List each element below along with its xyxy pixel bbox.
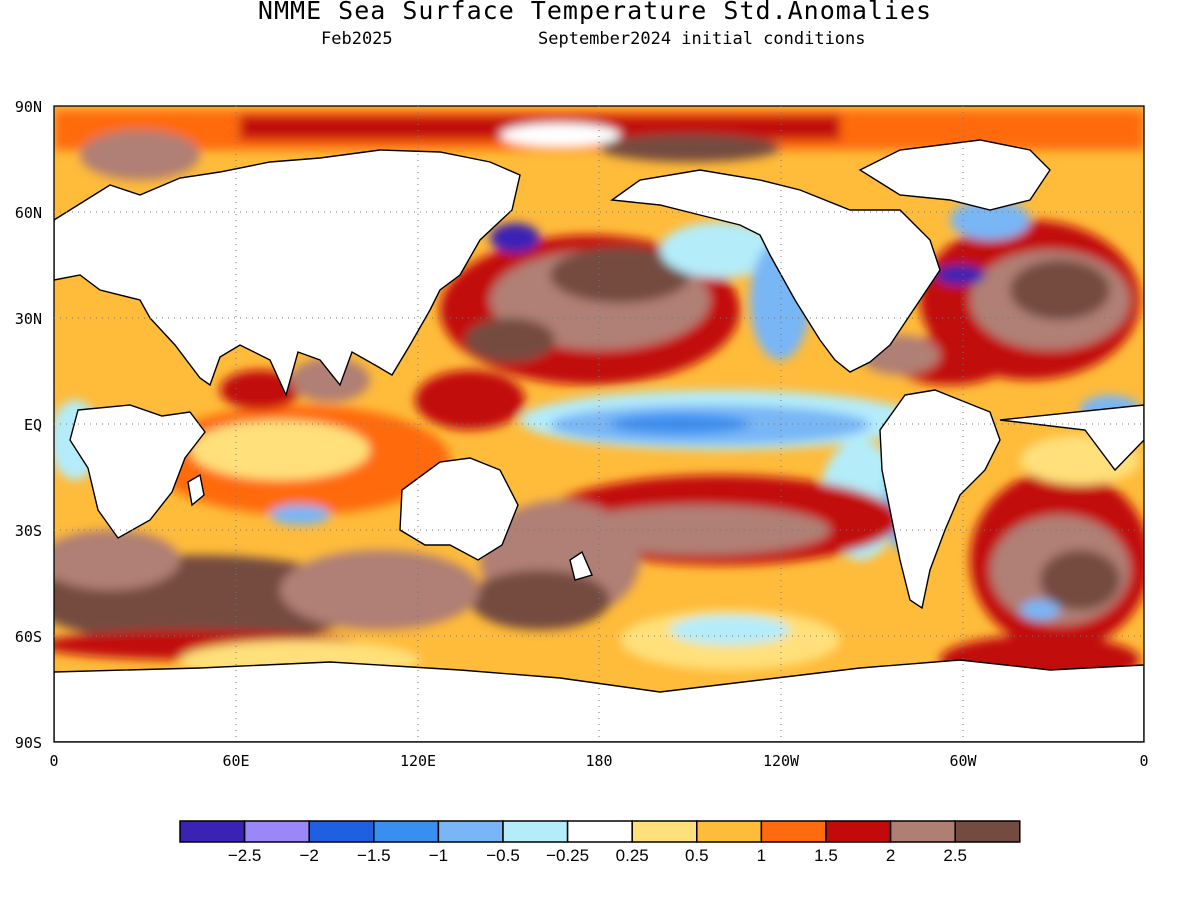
lat-label-30s: 30S <box>15 522 42 540</box>
lat-label-60s: 60S <box>15 628 42 646</box>
lat-label-eq: EQ <box>24 416 42 434</box>
colorbar-label: −2 <box>300 846 319 865</box>
colorbar-label: 2 <box>886 846 895 865</box>
colorbar-swatch <box>954 820 1021 843</box>
colorbar-label: −2.5 <box>228 846 262 865</box>
colorbar-swatch <box>760 820 827 843</box>
sst-anomaly-field <box>54 106 1144 742</box>
valid-month-label: Feb2025 <box>321 29 393 49</box>
colorbar-label: −0.25 <box>546 846 589 865</box>
lat-label-30n: 30N <box>15 310 42 328</box>
colorbar-swatch <box>243 820 310 843</box>
colorbar-swatch <box>502 820 569 843</box>
lon-label-120w: 120W <box>763 752 800 770</box>
colorbar-swatch <box>373 820 440 843</box>
colorbar-swatch <box>696 820 763 843</box>
latitude-labels: 90N 60N 30N EQ 30S 60S 90S <box>15 98 42 752</box>
colorbar-label: 0.25 <box>616 846 649 865</box>
colorbar-swatch <box>889 820 956 843</box>
lon-label-60w: 60W <box>949 752 977 770</box>
lat-label-90s: 90S <box>15 734 42 752</box>
initial-conditions-label: September2024 initial conditions <box>538 29 866 49</box>
colorbar-swatch <box>308 820 375 843</box>
land-masses <box>54 139 1144 742</box>
colorbar <box>179 820 1021 843</box>
colorbar-swatch <box>631 820 698 843</box>
colorbar-label: −0.5 <box>486 846 520 865</box>
colorbar-label: −1.5 <box>357 846 391 865</box>
graticule <box>54 106 1144 742</box>
colorbar-swatch <box>179 820 246 843</box>
colorbar-label: −1 <box>429 846 448 865</box>
longitude-labels: 0 60E 120E 180 120W 60W 0 <box>49 752 1148 770</box>
lon-label-120e: 120E <box>400 752 436 770</box>
colorbar-label: 0.5 <box>685 846 709 865</box>
lat-label-60n: 60N <box>15 204 42 222</box>
colorbar-swatch <box>825 820 892 843</box>
lon-label-60e: 60E <box>222 752 249 770</box>
colorbar-swatch <box>437 820 504 843</box>
lon-label-0-east: 0 <box>1139 752 1148 770</box>
colorbar-label: 1 <box>757 846 766 865</box>
colorbar-swatch <box>566 820 633 843</box>
colorbar-labels: −2.5 −2 −1.5 −1 −0.5 −0.25 0.25 0.5 1 1.5 2 2.5 <box>228 846 967 865</box>
lon-label-180: 180 <box>585 752 612 770</box>
colorbar-label: 2.5 <box>943 846 967 865</box>
lat-label-90n: 90N <box>15 98 42 116</box>
map-title: NMME Sea Surface Temperature Std.Anomali… <box>257 0 933 25</box>
colorbar-label: 1.5 <box>814 846 838 865</box>
lon-label-0: 0 <box>49 752 58 770</box>
